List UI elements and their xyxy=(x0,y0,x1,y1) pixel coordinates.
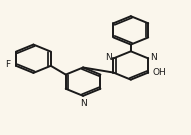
Text: N: N xyxy=(80,99,87,108)
Text: F: F xyxy=(5,60,10,69)
Text: OH: OH xyxy=(153,68,167,77)
Text: N: N xyxy=(105,53,112,62)
Text: N: N xyxy=(150,53,157,62)
